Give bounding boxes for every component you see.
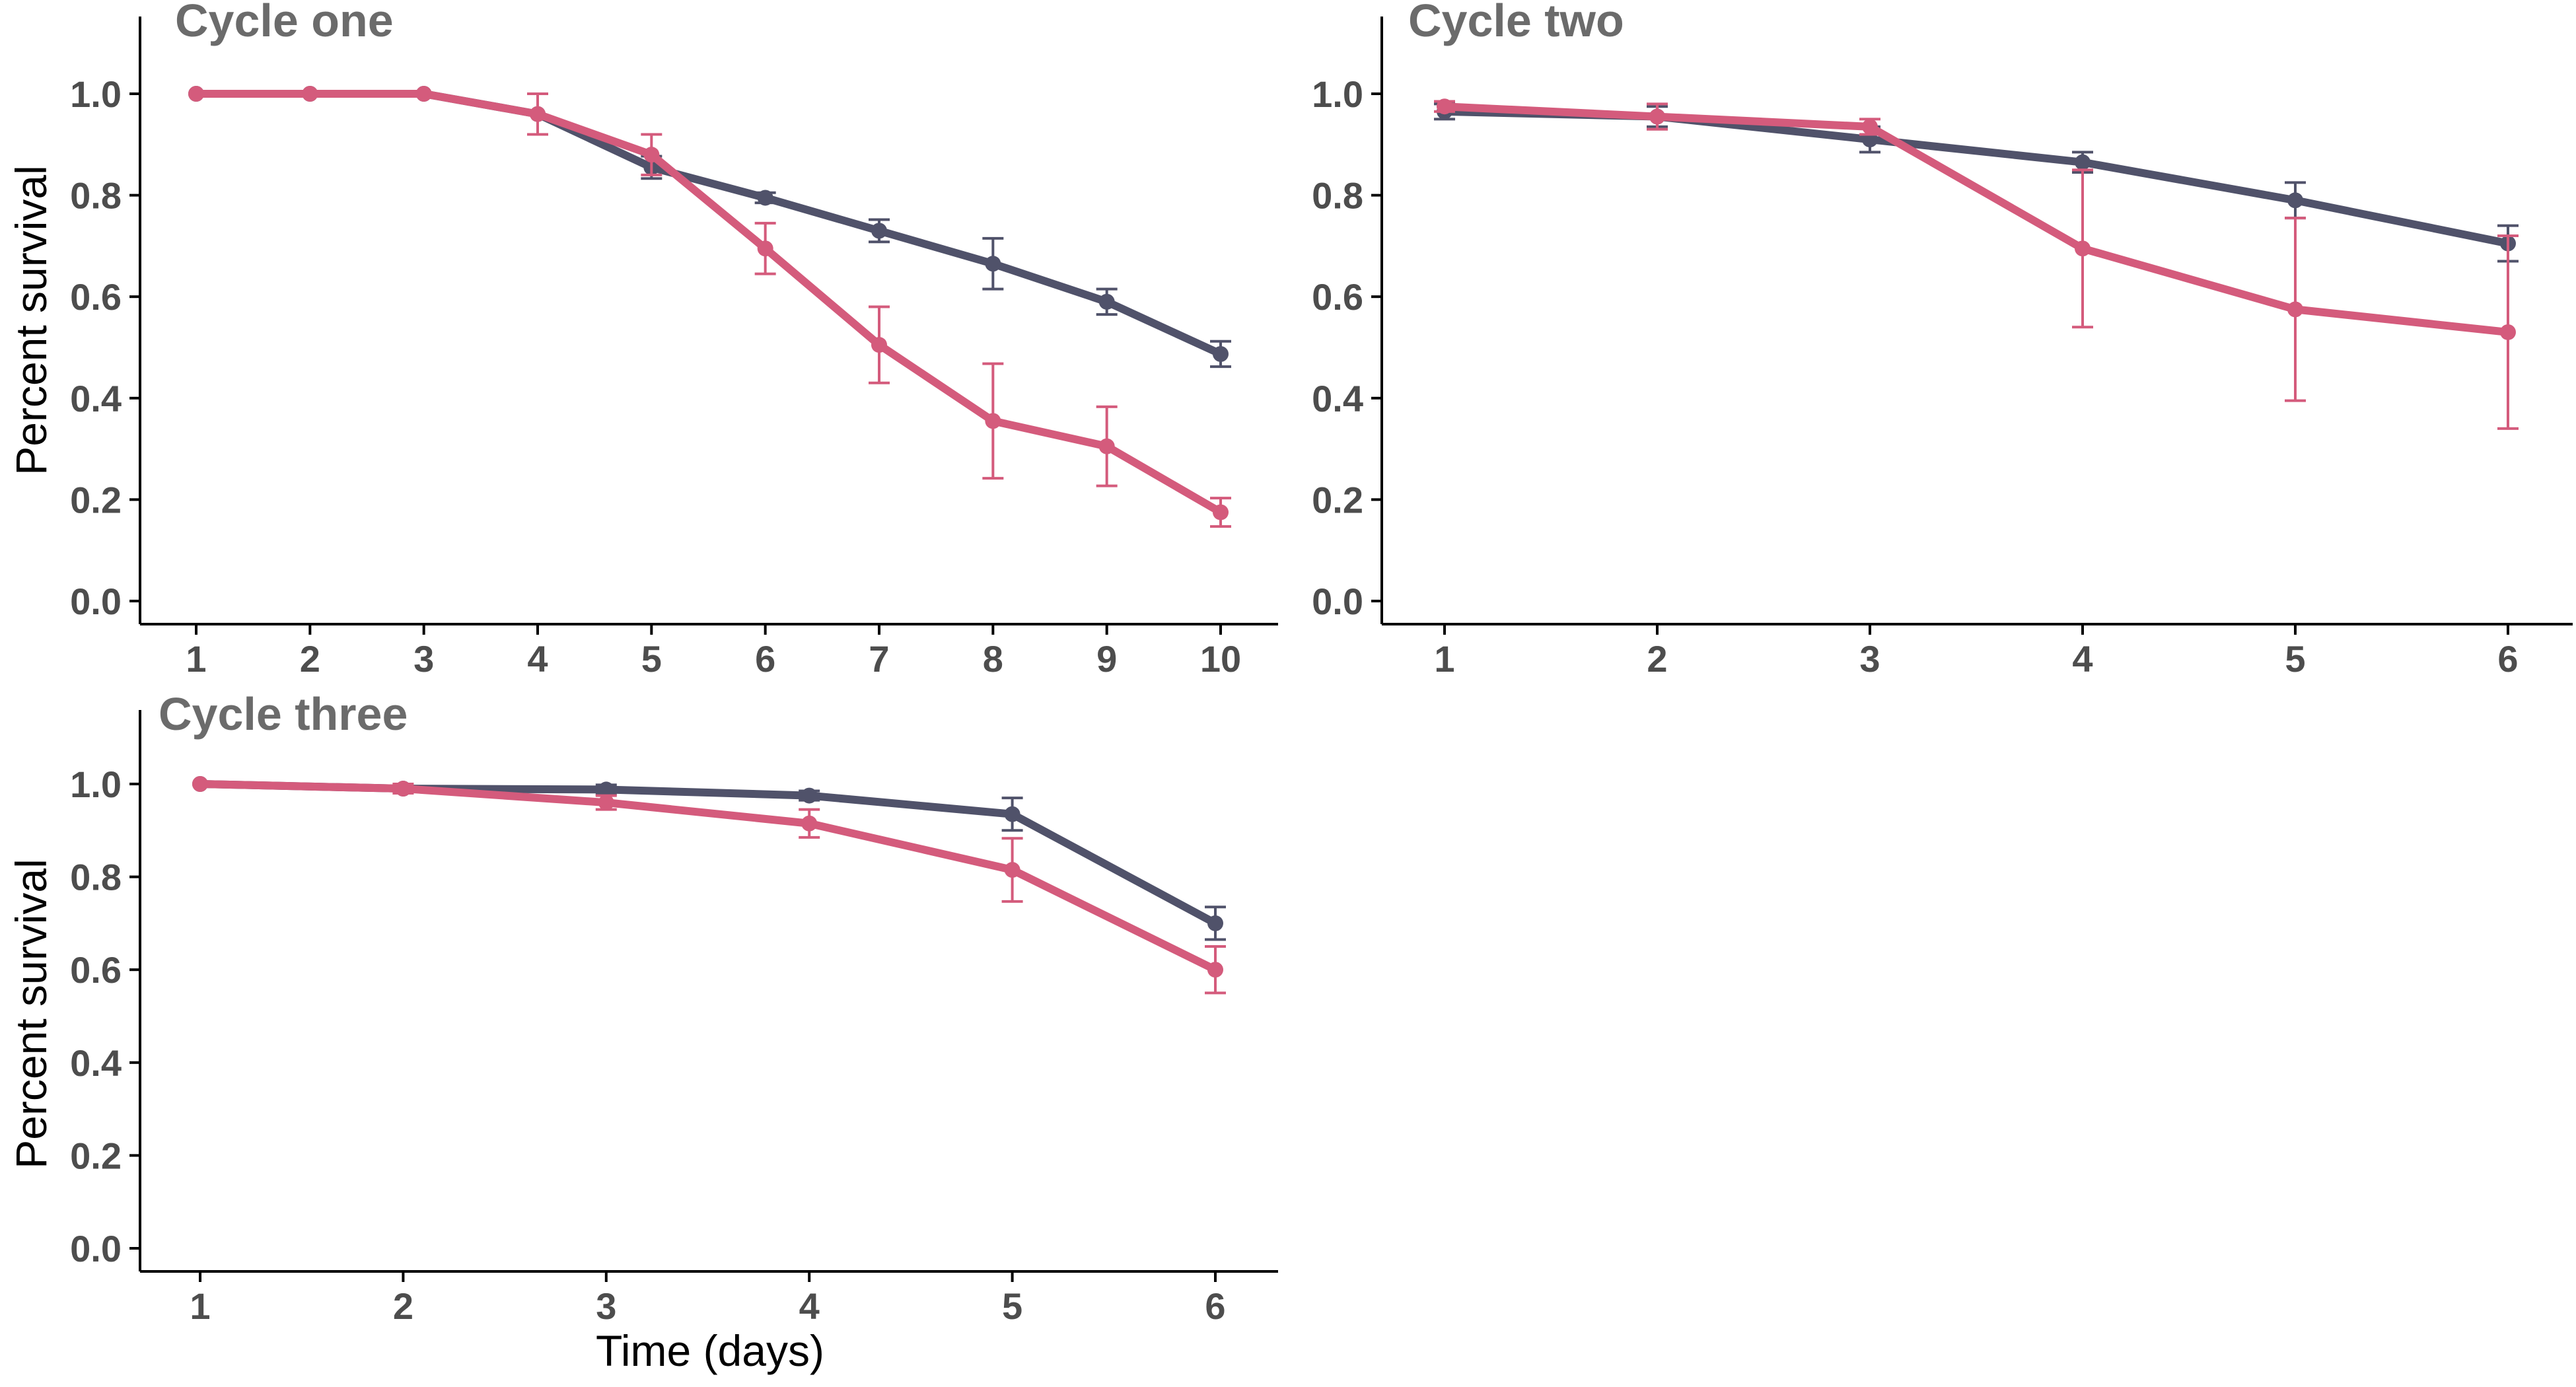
data-point [985, 256, 1001, 272]
data-point [302, 86, 318, 102]
y-axis-title-top: Percent survival [7, 165, 55, 476]
x-tick-label: 10 [1200, 638, 1241, 680]
y-tick-label: 0.4 [1312, 378, 1363, 419]
y-tick-label: 0.6 [70, 949, 122, 991]
x-tick-label: 2 [300, 638, 320, 680]
y-tick-label: 1.0 [70, 764, 122, 805]
x-axis-title: Time (days) [596, 1326, 824, 1375]
y-tick-label: 0.0 [70, 1228, 122, 1269]
x-tick-label: 5 [641, 638, 662, 680]
series-line [196, 780, 1219, 974]
data-point [871, 223, 887, 239]
x-tick-label: 9 [1096, 638, 1117, 680]
y-tick-label: 0.0 [1312, 581, 1363, 622]
data-point [2500, 324, 2516, 340]
x-tick-label: 1 [186, 638, 206, 680]
y-tick-label: 0.4 [70, 1042, 122, 1084]
data-point [801, 787, 818, 804]
data-point [801, 815, 818, 832]
data-point [2287, 301, 2303, 318]
y-tick-label: 0.8 [70, 857, 122, 898]
panel-cycle-one: Cycle one 0.0 0.2 0.4 0.6 0.8 1.0 1 2 3 4 5 6 7 8 9 10 [70, 0, 1278, 680]
data-point [1004, 862, 1020, 878]
y-tick-label: 1.0 [70, 73, 122, 115]
series-dark [192, 776, 1226, 941]
series-pink [192, 776, 1226, 995]
y-axis-title-bottom: Percent survival [7, 859, 55, 1169]
series-pink [1434, 98, 2519, 430]
panel-title: Cycle one [175, 0, 394, 46]
data-point [2075, 240, 2091, 257]
x-tick-label: 3 [1859, 638, 1880, 680]
y-tick-label: 0.4 [70, 378, 122, 419]
y-tick-label: 1.0 [1312, 73, 1363, 115]
data-point [598, 795, 614, 811]
x-tick-label: 5 [1002, 1285, 1022, 1327]
x-tick-label: 6 [755, 638, 775, 680]
x-tick-label: 4 [799, 1285, 820, 1327]
x-tick-label: 3 [413, 638, 434, 680]
series-dark [1434, 102, 2519, 263]
series-line [192, 90, 1225, 516]
y-tick-label: 0.8 [70, 175, 122, 217]
data-point [1213, 504, 1229, 520]
data-point [1098, 438, 1115, 454]
series-pink [188, 86, 1231, 528]
y-tick-label: 0.6 [70, 276, 122, 318]
x-tick-label: 2 [1647, 638, 1667, 680]
data-point [1098, 293, 1115, 310]
data-point [1649, 108, 1665, 125]
panel-cycle-two: Cycle two 0.0 0.2 0.4 0.6 0.8 1.0 1 2 3 4 5 6 [1312, 0, 2573, 680]
data-point [757, 190, 773, 206]
x-tick-label: 3 [596, 1285, 616, 1327]
series-line [192, 90, 1225, 358]
x-tick-label: 6 [1205, 1285, 1225, 1327]
data-point [1004, 806, 1020, 822]
y-tick-label: 0.2 [70, 1135, 122, 1176]
data-point [598, 781, 614, 798]
x-tick-label: 4 [2072, 638, 2093, 680]
data-point [2287, 192, 2303, 209]
series-line [196, 780, 1219, 927]
x-tick-label: 1 [190, 1285, 210, 1327]
data-point [2075, 154, 2091, 170]
y-tick-label: 0.6 [1312, 276, 1363, 318]
panel-title: Cycle two [1408, 0, 1624, 46]
x-tick-label: 2 [393, 1285, 413, 1327]
y-tick-label: 0.8 [1312, 175, 1363, 217]
series-line [1441, 102, 2512, 336]
data-point [1207, 915, 1223, 931]
x-tick-label: 8 [983, 638, 1003, 680]
data-point [757, 240, 773, 257]
data-point [1207, 962, 1223, 978]
data-point [192, 776, 208, 792]
data-point [985, 413, 1001, 429]
x-tick-label: 5 [2285, 638, 2305, 680]
panel-cycle-three: Cycle three 0.0 0.2 0.4 0.6 0.8 1.0 1 2 3 4 5 6 [70, 688, 1278, 1327]
data-point [871, 337, 887, 353]
y-tick-label: 0.2 [1312, 479, 1363, 520]
data-point [530, 106, 546, 122]
x-tick-label: 1 [1434, 638, 1454, 680]
data-point [415, 86, 432, 102]
x-tick-label: 7 [869, 638, 889, 680]
data-point [643, 147, 660, 163]
data-point [1213, 345, 1229, 362]
data-point [1437, 98, 1452, 115]
series-dark [188, 86, 1231, 369]
x-tick-label: 4 [527, 638, 548, 680]
data-point [395, 781, 411, 797]
series-line [1441, 107, 2512, 248]
y-tick-label: 0.2 [70, 479, 122, 520]
y-tick-label: 0.0 [70, 581, 122, 622]
data-point [188, 86, 204, 102]
data-point [1862, 118, 1878, 135]
x-tick-label: 6 [2497, 638, 2518, 680]
panel-title: Cycle three [159, 688, 408, 740]
